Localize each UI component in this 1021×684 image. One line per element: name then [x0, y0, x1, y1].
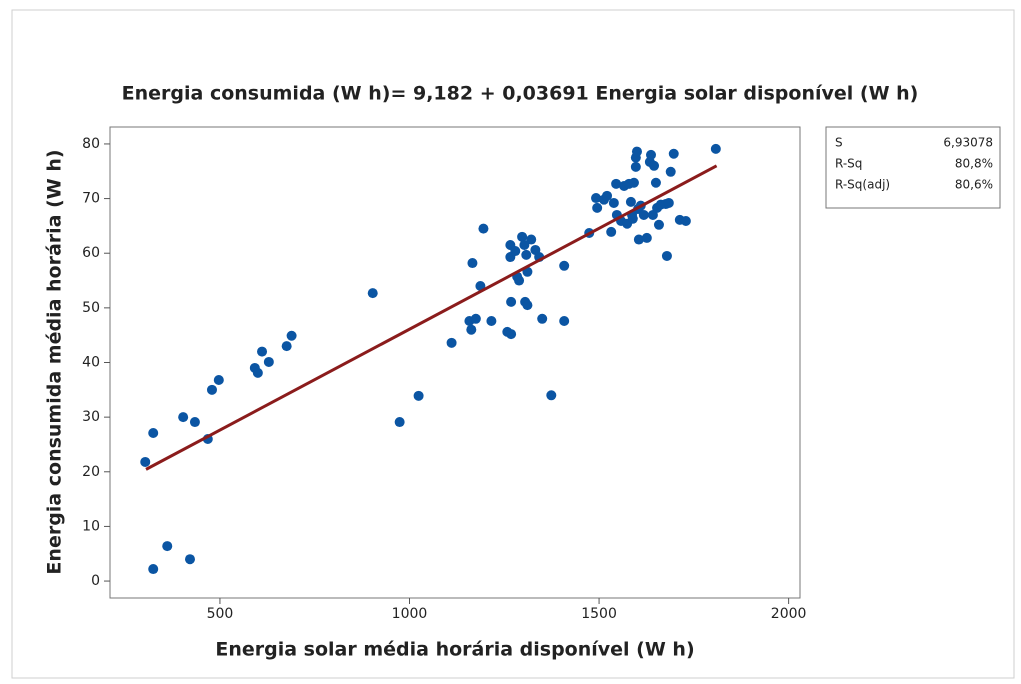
point: [526, 234, 537, 245]
point: [592, 202, 603, 213]
point: [446, 337, 457, 348]
point: [663, 197, 674, 208]
y-tick-label: 50: [82, 300, 100, 316]
point: [478, 223, 489, 234]
point: [510, 246, 521, 257]
x-tick-label: 2000: [771, 606, 807, 622]
point: [641, 232, 652, 243]
y-tick-label: 20: [82, 464, 100, 480]
point: [633, 234, 644, 245]
point: [710, 143, 721, 154]
point: [680, 215, 691, 226]
y-tick-label: 30: [82, 409, 100, 425]
point: [653, 219, 664, 230]
x-axis-label: Energia solar média horária disponível (…: [215, 639, 694, 661]
point: [650, 177, 661, 188]
point: [631, 146, 642, 157]
point: [628, 177, 639, 188]
point: [611, 178, 622, 189]
point: [252, 367, 263, 378]
point: [189, 417, 200, 428]
point: [649, 160, 660, 171]
point: [606, 226, 617, 237]
point: [661, 250, 672, 261]
point: [257, 346, 268, 357]
point: [668, 148, 679, 159]
point: [638, 209, 649, 220]
point: [506, 296, 517, 307]
point: [286, 330, 297, 341]
y-axis-label: Energia consumida média horária (W h): [44, 149, 66, 574]
point: [665, 166, 676, 177]
point: [591, 193, 602, 204]
chart-title: Energia consumida (W h)= 9,182 + 0,03691…: [122, 83, 919, 105]
stat-value: 80,6%: [955, 178, 993, 192]
point: [206, 384, 217, 395]
point: [148, 427, 159, 438]
y-tick-label: 80: [82, 136, 100, 152]
point: [263, 356, 274, 367]
x-tick-label: 500: [207, 606, 234, 622]
point: [627, 213, 638, 224]
point: [148, 564, 159, 575]
point: [466, 324, 477, 335]
point: [602, 190, 613, 201]
x-tick-label: 1500: [581, 606, 617, 622]
point: [140, 456, 151, 467]
point: [281, 341, 292, 352]
point: [646, 149, 657, 160]
point: [178, 412, 189, 423]
point: [630, 161, 641, 172]
y-tick-label: 60: [82, 245, 100, 261]
fit-line: [145, 164, 718, 471]
point: [184, 554, 195, 565]
x-tick-label: 1000: [392, 606, 428, 622]
point: [413, 390, 424, 401]
point: [162, 541, 173, 552]
y-tick-label: 70: [82, 191, 100, 207]
point: [517, 231, 528, 242]
y-tick-label: 0: [91, 573, 100, 589]
stat-value: 6,93078: [943, 136, 993, 150]
point: [367, 288, 378, 299]
stat-label: R-Sq(adj): [835, 178, 890, 192]
point: [625, 196, 636, 207]
stat-label: R-Sq: [835, 157, 862, 171]
point: [470, 313, 481, 324]
point: [559, 315, 570, 326]
point: [519, 240, 530, 251]
point: [506, 329, 517, 340]
point: [537, 313, 548, 324]
point: [522, 300, 533, 311]
point: [559, 260, 570, 271]
point: [213, 374, 224, 385]
y-tick-label: 40: [82, 355, 100, 371]
y-tick-label: 10: [82, 518, 100, 534]
stats-box: [825, 126, 1001, 209]
point: [514, 275, 525, 286]
point: [467, 258, 478, 269]
point: [546, 390, 557, 401]
point: [608, 197, 619, 208]
point: [394, 417, 405, 428]
stat-label: S: [835, 136, 843, 150]
point: [521, 249, 532, 260]
plot-area: [109, 126, 801, 599]
point: [486, 315, 497, 326]
stat-value: 80,8%: [955, 157, 993, 171]
